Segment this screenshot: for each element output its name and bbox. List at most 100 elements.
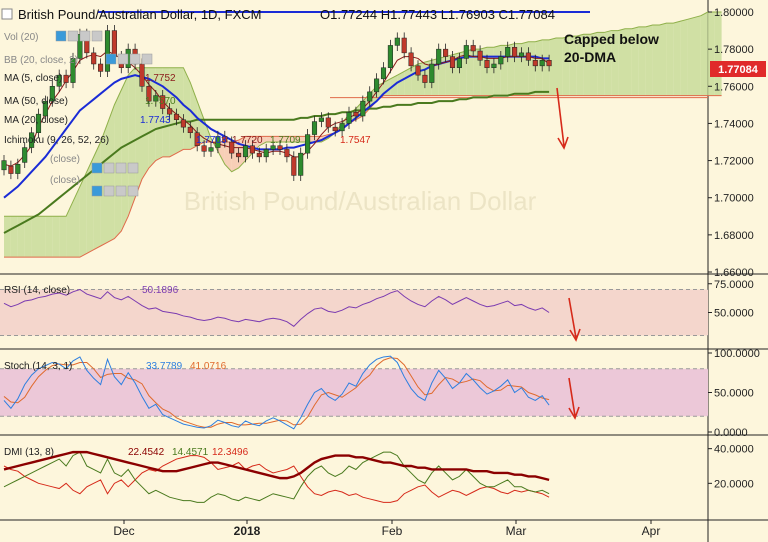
price-down-arrow-icon (556, 87, 569, 150)
candle (539, 54, 545, 72)
stoch-d-line (3, 357, 550, 428)
cloud-segment (590, 32, 598, 96)
rsi-chart (0, 288, 708, 336)
cloud-segment (666, 23, 674, 96)
rsi-y-tick-label: 50.0000 (714, 308, 754, 320)
cloud-segment (24, 216, 32, 258)
close-icon[interactable] (127, 162, 139, 174)
candle (8, 160, 14, 180)
cloud-segment (535, 39, 543, 96)
candle (367, 86, 373, 107)
candle (263, 143, 269, 163)
cloud-segment (397, 71, 405, 96)
legend-ma5[interactable]: MA (5, close) (4, 73, 62, 84)
candle (318, 112, 324, 128)
legend-ma50[interactable]: MA (50, close) (4, 96, 68, 107)
candle (415, 60, 421, 81)
candle (394, 32, 400, 51)
plus-icon[interactable] (129, 53, 141, 65)
candle (167, 103, 173, 120)
gear-icon[interactable] (103, 185, 115, 197)
rsi-title: RSI (14, close) (4, 285, 70, 296)
cloud-segment (542, 39, 550, 96)
dmi-plus-line (3, 451, 550, 503)
close-icon[interactable] (127, 185, 139, 197)
cloud-segment (680, 19, 688, 96)
legend-extra2[interactable]: (close) (50, 175, 80, 186)
eye-icon[interactable] (91, 162, 103, 174)
candle (449, 51, 456, 74)
candle (91, 47, 97, 70)
cloud-segment (569, 36, 577, 96)
annotation-line1: Capped below (564, 31, 659, 47)
candle (63, 69, 69, 89)
cloud-segment (631, 26, 639, 96)
rsi-down-arrow-icon (568, 297, 581, 342)
candle (270, 140, 276, 155)
candle (215, 130, 221, 154)
down-arrows (556, 87, 581, 420)
price-y-tick-label: 1.72000 (714, 156, 754, 168)
cloud-segment (59, 216, 67, 258)
candle (305, 129, 311, 159)
candle (49, 80, 55, 107)
close-icon[interactable] (141, 53, 153, 65)
close-icon[interactable] (91, 30, 103, 42)
cloud-segment (438, 56, 446, 96)
rsi-y-tick-label: 75.0000 (714, 279, 754, 291)
candle (325, 112, 331, 133)
candle (298, 147, 304, 181)
cloud-segment (155, 67, 163, 161)
stoch-chart (0, 355, 708, 430)
symbol-title: British Pound/Australian Dollar, 1D, FXC… (18, 7, 261, 22)
stoch-y-tick-label: 50.0000 (714, 388, 754, 400)
cloud-segment (107, 104, 115, 243)
cloud-segment (10, 216, 18, 258)
candle (242, 140, 249, 163)
candle (456, 52, 462, 74)
price-y-tick-label: 1.78000 (714, 44, 754, 56)
candle (277, 140, 283, 155)
cloud-segment (549, 38, 556, 96)
cloud-segment (700, 12, 708, 96)
legend-extra1[interactable]: (close) (50, 154, 80, 165)
cloud-segment (79, 171, 87, 258)
price-y-tick-label: 1.80000 (714, 7, 754, 19)
candle (380, 62, 387, 85)
eye-icon[interactable] (55, 30, 67, 42)
rsi-band (0, 289, 708, 336)
price-y-tick-label: 1.76000 (714, 81, 754, 93)
legend-ma20[interactable]: MA (20, close) (4, 115, 68, 126)
ohlc-readout: O1.77244 H1.77443 L1.76903 C1.77084 (320, 7, 555, 22)
candle (422, 69, 428, 89)
legend-bb[interactable]: BB (20, close, 2) (4, 55, 78, 66)
candle (229, 136, 235, 159)
rsi-value: 50.1896 (142, 285, 179, 296)
cloud-segment (52, 216, 60, 258)
legend-ichimoku-v4: 1.7547 (340, 135, 371, 146)
cloud-segment (618, 28, 625, 96)
gear-icon[interactable] (103, 162, 115, 174)
eye-icon[interactable] (91, 185, 103, 197)
plus-icon[interactable] (115, 185, 127, 197)
gear-icon[interactable] (117, 53, 129, 65)
cloud-segment (45, 216, 53, 258)
cloud-segment (17, 216, 25, 258)
legend-ichimoku[interactable]: Ichimoku (9, 26, 52, 26) (4, 135, 109, 146)
eye-icon[interactable] (105, 53, 117, 65)
plus-icon[interactable] (79, 30, 91, 42)
legend-vol[interactable]: Vol (20) (4, 32, 38, 43)
candle (22, 142, 28, 168)
cloud-segment (694, 15, 701, 96)
plus-icon[interactable] (115, 162, 127, 174)
cloud-segment (31, 216, 39, 258)
cloud-segment (583, 34, 591, 96)
dmi-title: DMI (13, 8) (4, 447, 54, 458)
legend-ma5-value: 1.7752 (145, 73, 176, 84)
collapse-icon[interactable] (1, 8, 13, 20)
gear-icon[interactable] (67, 30, 79, 42)
x-tick-label: Mar (506, 524, 527, 538)
cloud-segment (466, 49, 474, 96)
cloud-segment (576, 34, 584, 96)
